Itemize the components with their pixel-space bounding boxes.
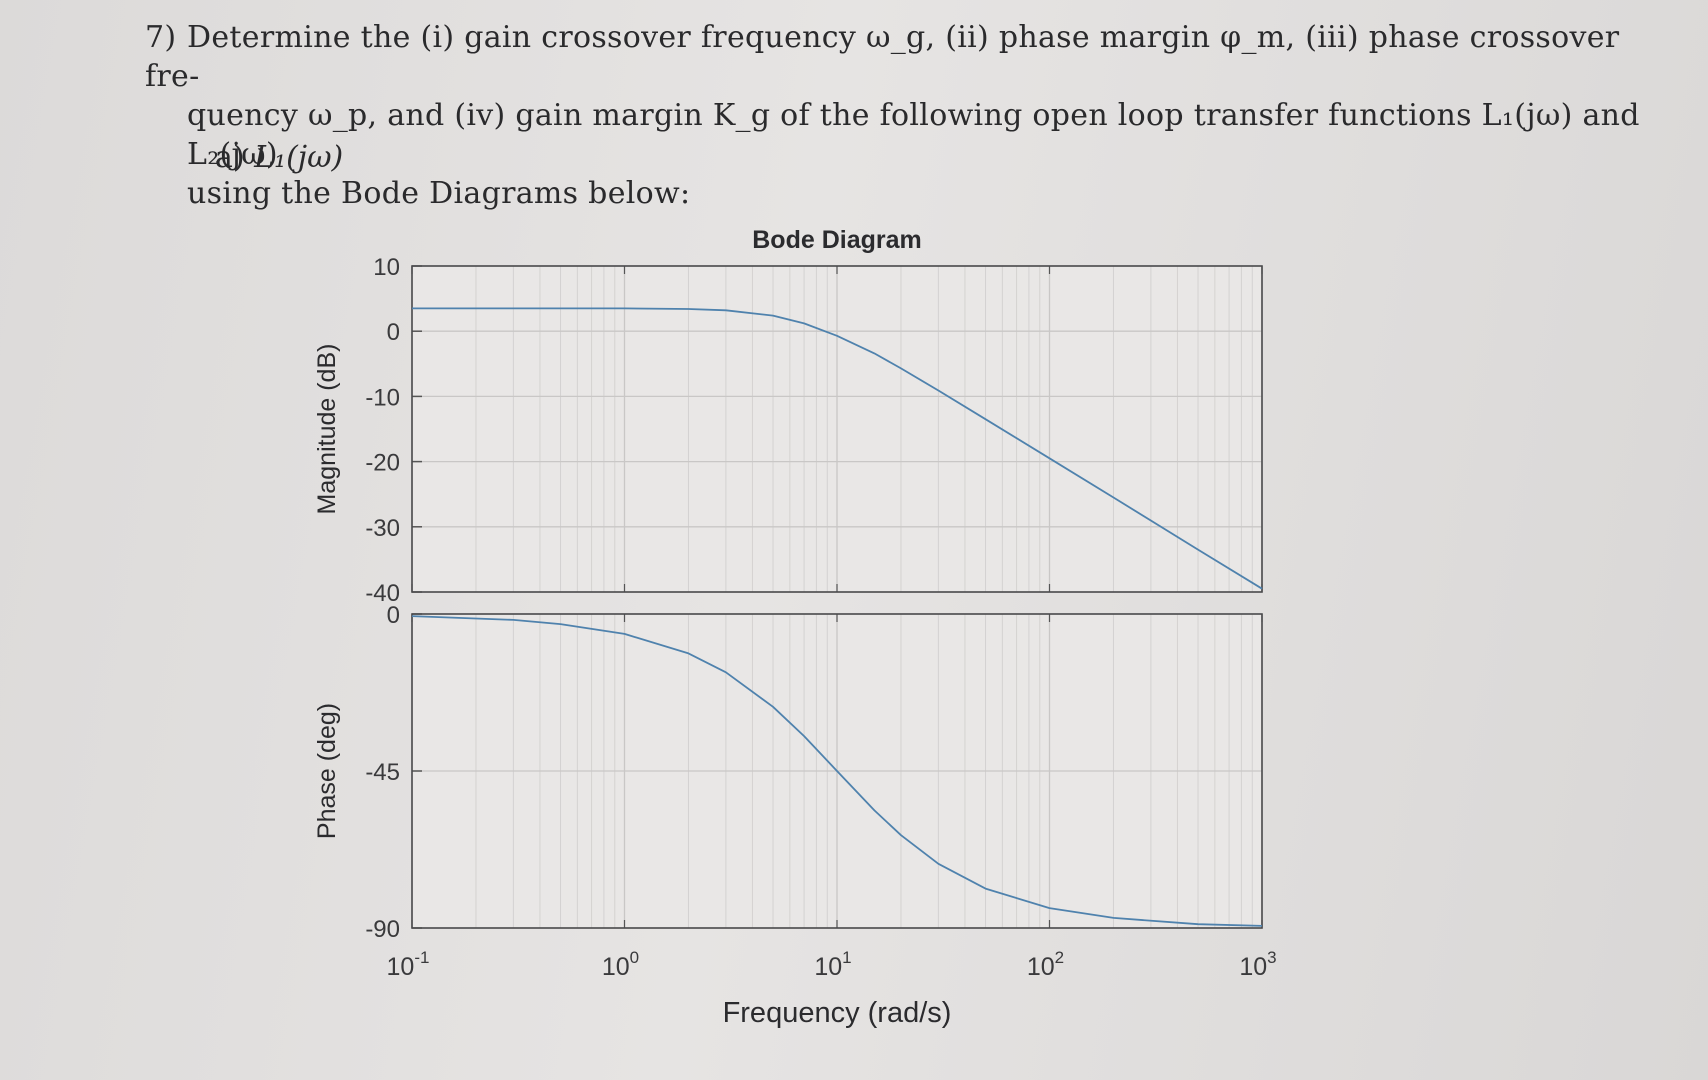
- magnitude-frame: [411, 265, 1263, 593]
- magnitude-axes: 10 0 -10 -20 -30 -40 Magnitude (dB): [313, 254, 1263, 607]
- magnitude-y-tick-label: 0: [387, 319, 400, 346]
- x-tick-label: 102: [1027, 948, 1064, 981]
- phase-y-tick-label: -45: [365, 759, 400, 786]
- magnitude-y-tick-label: -40: [365, 580, 400, 607]
- magnitude-ylabel: Magnitude (dB): [313, 344, 341, 515]
- chart-title: Bode Diagram: [752, 226, 921, 254]
- phase-ylabel: Phase (deg): [313, 703, 341, 839]
- problem-line-1: Determine the (i) gain crossover frequen…: [145, 20, 1620, 94]
- part-a: a) L₁(jω): [215, 140, 343, 175]
- x-tick-label: 101: [814, 948, 851, 981]
- problem-line-3: using the Bode Diagrams below:: [187, 176, 691, 211]
- x-axis-label: Frequency (rad/s): [723, 997, 952, 1029]
- phase-curve: [411, 615, 1263, 927]
- phase-frame: [411, 613, 1263, 929]
- phase-y-tick-label: 0: [387, 602, 400, 629]
- problem-line-2: quency ω_p, and (iv) gain margin K_g of …: [187, 98, 1640, 172]
- magnitude-curve: [412, 307, 1263, 590]
- problem-statement: 7) Determine the (i) gain crossover frequ…: [145, 18, 1665, 213]
- x-tick-label: 103: [1239, 948, 1276, 981]
- x-tick-label: 100: [602, 948, 639, 981]
- magnitude-y-tick-label: -10: [365, 384, 400, 411]
- magnitude-y-tick-label: -30: [365, 515, 400, 542]
- magnitude-y-tick-label: -20: [365, 450, 400, 477]
- part-function: L₁(jω): [254, 140, 344, 175]
- phase-y-tick-label: -90: [365, 916, 400, 943]
- phase-axes: 0 -45 -90 Phase (deg): [313, 602, 1263, 943]
- magnitude-y-tick-label: 10: [373, 254, 400, 281]
- x-tick-label: 10-1: [387, 948, 430, 981]
- part-label: a): [215, 140, 245, 175]
- problem-number: 7): [145, 20, 177, 55]
